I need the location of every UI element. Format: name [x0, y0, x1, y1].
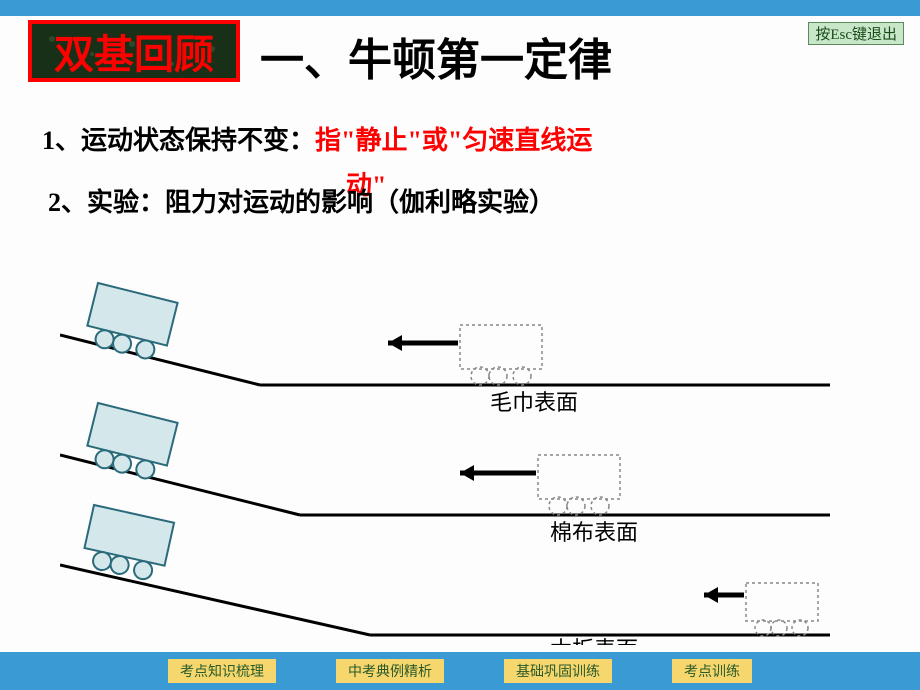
review-badge-text: 双基回顾 — [54, 22, 214, 80]
review-badge: 双基回顾 — [28, 20, 240, 82]
slide-title: 一、牛顿第一定律 — [260, 24, 612, 88]
nav-btn-3[interactable]: 基础巩固训练 — [504, 659, 612, 683]
nav-btn-4[interactable]: 考点训练 — [672, 659, 752, 683]
surface-2-label: 棉布表面 — [550, 520, 638, 545]
footer-nav: 考点知识梳理 中考典例精析 基础巩固训练 考点训练 — [0, 652, 920, 690]
point-1-black: 1、运动状态保持不变： — [42, 126, 315, 155]
header-bar — [0, 0, 920, 16]
point-2: 2、实验：阻力对运动的影响（伽利略实验） — [48, 182, 555, 219]
surface-3-label: 木板表面 — [550, 637, 638, 645]
surface-1-label: 毛巾表面 — [490, 390, 578, 415]
galileo-diagram: 毛巾表面 棉布表面 — [60, 225, 880, 645]
nav-btn-2[interactable]: 中考典例精析 — [336, 659, 444, 683]
nav-btn-1[interactable]: 考点知识梳理 — [168, 659, 276, 683]
point-1: 1、运动状态保持不变：指"静止"或"匀速直线运 — [42, 120, 592, 157]
point-1-red-a: 指"静止"或"匀速直线运 — [315, 126, 592, 155]
esc-button[interactable]: 按Esc键退出 — [808, 22, 904, 45]
